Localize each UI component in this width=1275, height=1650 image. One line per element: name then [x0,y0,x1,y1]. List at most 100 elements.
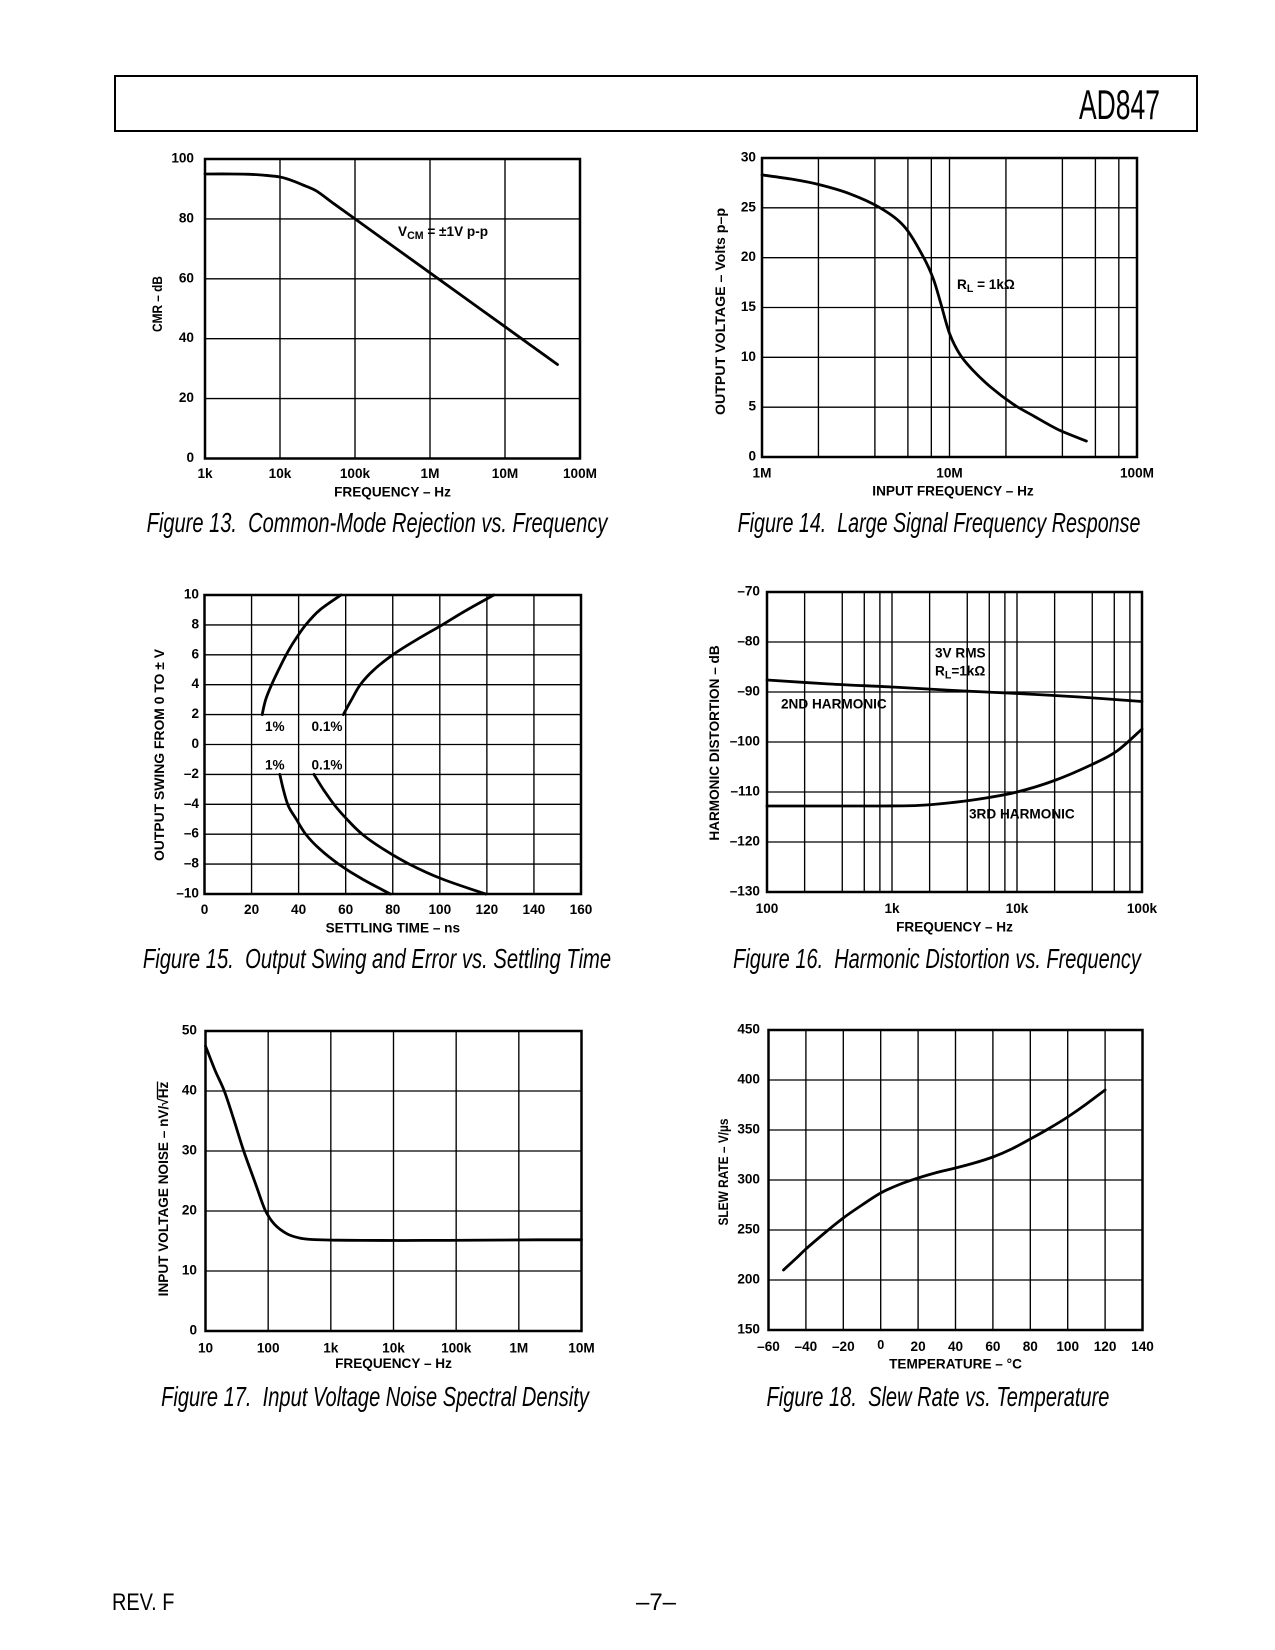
svg-text:1k: 1k [197,466,213,481]
svg-text:CMR – dB: CMR – dB [150,276,165,332]
svg-text:20: 20 [244,902,259,917]
svg-text:0: 0 [748,449,756,464]
svg-text:100k: 100k [340,466,371,481]
svg-text:3RD HARMONIC: 3RD HARMONIC [969,807,1075,822]
svg-text:1%: 1% [265,719,285,734]
svg-text:20: 20 [741,249,756,264]
svg-text:100: 100 [1056,1339,1079,1354]
svg-text:40: 40 [291,902,306,917]
svg-text:60: 60 [179,270,194,285]
svg-text:100: 100 [257,1341,280,1356]
svg-text:10: 10 [182,1263,197,1278]
svg-text:10k: 10k [1006,901,1029,916]
svg-text:30: 30 [182,1143,197,1158]
svg-text:300: 300 [737,1172,760,1187]
svg-text:60: 60 [985,1339,1000,1354]
svg-text:100: 100 [171,151,194,166]
svg-text:40: 40 [179,330,194,345]
svg-text:100M: 100M [563,466,597,481]
svg-text:VCM = ±1V p-p: VCM = ±1V p-p [398,224,488,242]
svg-text:0.1%: 0.1% [312,719,343,734]
svg-text:1M: 1M [421,466,440,481]
svg-text:350: 350 [737,1122,760,1137]
svg-text:10M: 10M [568,1341,594,1356]
svg-text:FREQUENCY – Hz: FREQUENCY – Hz [896,920,1013,935]
svg-text:6: 6 [191,646,199,661]
svg-text:1M: 1M [509,1341,528,1356]
svg-text:40: 40 [182,1083,197,1098]
svg-text:–10: –10 [176,886,199,901]
svg-text:100M: 100M [1120,466,1154,481]
svg-text:–110: –110 [731,784,761,799]
svg-text:0: 0 [201,902,209,917]
svg-text:8: 8 [191,616,199,631]
svg-text:150: 150 [737,1322,760,1337]
svg-text:10k: 10k [382,1341,405,1356]
svg-text:30: 30 [741,150,756,165]
svg-text:20: 20 [182,1203,197,1218]
svg-text:INPUT VOLTAGE NOISE – nV/√Hz: INPUT VOLTAGE NOISE – nV/√Hz [156,1081,171,1296]
svg-text:2ND HARMONIC: 2ND HARMONIC [781,697,887,712]
svg-text:INPUT FREQUENCY – Hz: INPUT FREQUENCY – Hz [872,484,1034,499]
svg-text:40: 40 [948,1339,963,1354]
svg-text:–2: –2 [184,766,200,781]
svg-text:TEMPERATURE – °C: TEMPERATURE – °C [889,1357,1022,1372]
svg-text:10M: 10M [492,466,518,481]
svg-text:1k: 1k [323,1341,339,1356]
svg-text:10: 10 [184,587,199,602]
svg-text:FREQUENCY – Hz: FREQUENCY – Hz [334,485,451,500]
svg-text:80: 80 [179,210,194,225]
svg-text:120: 120 [476,902,499,917]
svg-text:0: 0 [191,736,199,751]
svg-text:–4: –4 [184,796,200,811]
svg-text:2: 2 [191,706,199,721]
svg-text:100k: 100k [441,1341,472,1356]
svg-text:20: 20 [911,1339,926,1354]
svg-text:–6: –6 [184,826,200,841]
svg-text:–20: –20 [832,1339,855,1354]
svg-text:10: 10 [741,349,756,364]
svg-text:OUTPUT SWING FROM 0 TO ± V: OUTPUT SWING FROM 0 TO ± V [152,649,167,861]
svg-text:0: 0 [877,1338,884,1352]
svg-text:SLEW RATE – V/µs: SLEW RATE – V/µs [716,1119,731,1226]
svg-text:–100: –100 [730,734,760,749]
svg-text:140: 140 [1131,1339,1154,1354]
svg-text:100: 100 [756,901,779,916]
svg-text:–8: –8 [184,856,200,871]
svg-text:160: 160 [570,902,593,917]
svg-text:10M: 10M [936,466,962,481]
svg-text:–120: –120 [730,834,760,849]
svg-text:20: 20 [179,390,194,405]
svg-text:15: 15 [741,299,757,314]
svg-text:4: 4 [191,676,199,691]
svg-text:–60: –60 [757,1339,780,1354]
svg-text:120: 120 [1094,1339,1117,1354]
svg-text:450: 450 [737,1022,760,1037]
svg-text:–90: –90 [737,684,760,699]
svg-text:3V RMS: 3V RMS [935,646,986,661]
svg-text:–80: –80 [737,634,760,649]
svg-text:0: 0 [186,450,194,465]
svg-text:–70: –70 [737,584,760,599]
svg-text:60: 60 [338,902,353,917]
svg-text:250: 250 [737,1222,760,1237]
svg-text:1M: 1M [753,466,772,481]
svg-text:80: 80 [385,902,400,917]
svg-text:FREQUENCY – Hz: FREQUENCY – Hz [335,1356,452,1371]
svg-text:80: 80 [1023,1339,1038,1354]
svg-text:1k: 1k [884,901,900,916]
svg-text:400: 400 [737,1072,760,1087]
svg-text:50: 50 [182,1023,197,1038]
svg-text:0: 0 [189,1323,197,1338]
svg-text:100k: 100k [1127,901,1158,916]
svg-text:5: 5 [748,399,756,414]
svg-text:HARMONIC DISTORTION – dB: HARMONIC DISTORTION – dB [707,645,722,841]
svg-text:–40: –40 [795,1339,818,1354]
svg-text:SETTLING TIME – ns: SETTLING TIME – ns [326,921,460,936]
svg-text:140: 140 [523,902,546,917]
svg-text:25: 25 [741,199,757,214]
svg-text:10: 10 [198,1341,213,1356]
svg-text:OUTPUT VOLTAGE – Volts p–p: OUTPUT VOLTAGE – Volts p–p [713,208,728,415]
svg-text:1%: 1% [265,758,285,773]
svg-text:0.1%: 0.1% [312,758,343,773]
